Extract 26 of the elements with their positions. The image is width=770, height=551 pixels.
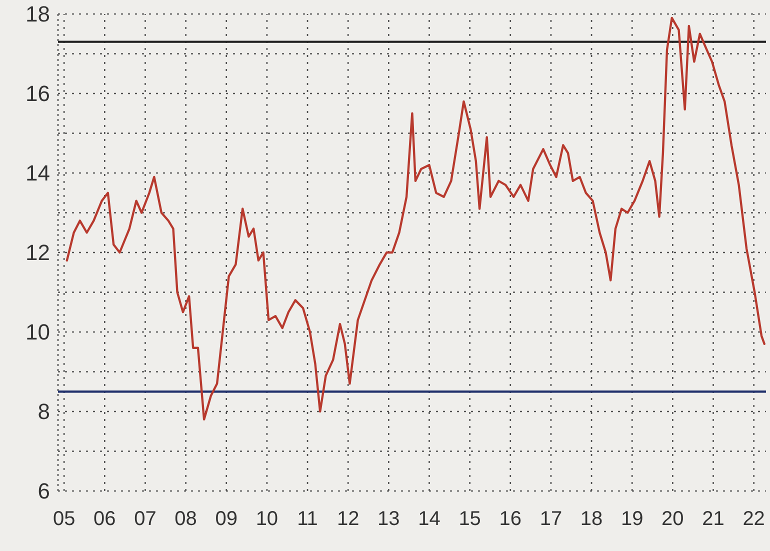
y-tick-label: 12 [26, 240, 50, 266]
x-tick-label: 21 [702, 508, 724, 530]
x-tick-label: 08 [174, 508, 197, 530]
x-tick-label: 22 [742, 508, 765, 530]
x-tick-label: 06 [94, 508, 116, 530]
x-tick-label: 20 [662, 508, 684, 530]
x-tick-label: 10 [256, 508, 278, 530]
x-tick-label: 19 [620, 508, 644, 530]
x-tick-label: 11 [297, 508, 318, 530]
x-tick-label: 17 [540, 508, 562, 530]
y-tick-label: 18 [26, 2, 50, 27]
x-tick-label: 05 [52, 508, 76, 530]
y-tick-label: 10 [26, 320, 50, 345]
x-tick-label: 12 [336, 508, 360, 530]
x-tick-label: 15 [458, 508, 481, 530]
x-tick-label: 13 [378, 508, 400, 530]
y-tick-label: 14 [26, 160, 50, 186]
y-tick-label: 6 [38, 478, 50, 504]
x-tick-label: 18 [580, 508, 603, 530]
x-tick-label: 14 [418, 508, 440, 530]
x-tick-label: 09 [215, 508, 238, 530]
y-tick-label: 8 [38, 399, 50, 424]
line-series [66, 16, 766, 421]
x-tick-label: 16 [499, 508, 522, 530]
x-tick-label: 07 [134, 508, 156, 530]
y-tick-label: 16 [26, 81, 50, 106]
